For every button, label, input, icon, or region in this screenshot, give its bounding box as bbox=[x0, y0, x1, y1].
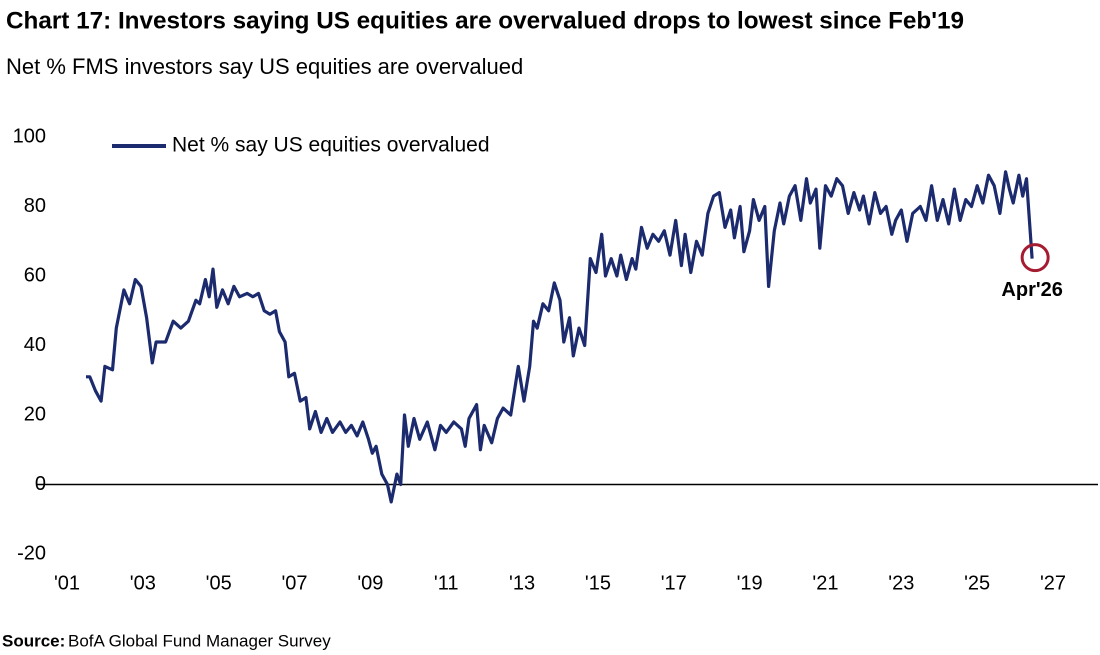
y-tick-label: 60 bbox=[24, 264, 46, 286]
y-tick-label: 40 bbox=[24, 334, 46, 356]
data-line bbox=[86, 170, 1034, 504]
x-tick-label: '25 bbox=[964, 572, 990, 594]
y-tick-label: 100 bbox=[13, 125, 46, 147]
x-tick-label: '05 bbox=[206, 572, 232, 594]
y-tick-label: 20 bbox=[24, 403, 46, 425]
x-tick-label: '23 bbox=[888, 572, 914, 594]
x-tick-label: '17 bbox=[661, 572, 687, 594]
source-text: BofA Global Fund Manager Survey bbox=[68, 631, 331, 650]
x-tick-label: '19 bbox=[737, 572, 763, 594]
x-tick-label: '27 bbox=[1040, 572, 1066, 594]
x-tick-label: '01 bbox=[54, 572, 80, 594]
x-tick-label: '21 bbox=[812, 572, 838, 594]
annotation-label: Apr'26 bbox=[1001, 279, 1062, 301]
y-tick-label: -20 bbox=[17, 542, 46, 564]
x-tick-label: '07 bbox=[281, 572, 307, 594]
x-tick-label: '09 bbox=[357, 572, 383, 594]
x-tick-label: '13 bbox=[509, 572, 535, 594]
chart-subtitle: Net % FMS investors say US equities are … bbox=[6, 54, 523, 79]
x-tick-label: '11 bbox=[434, 572, 459, 594]
annotation-circle bbox=[1020, 243, 1050, 273]
chart-title: Chart 17: Investors saying US equities a… bbox=[6, 7, 964, 34]
x-tick-label: '03 bbox=[130, 572, 156, 594]
x-tick-label: '15 bbox=[585, 572, 611, 594]
source-label: Source: bbox=[2, 631, 65, 650]
legend-label: Net % say US equities overvalued bbox=[172, 134, 490, 157]
y-tick-label: 80 bbox=[24, 195, 46, 217]
